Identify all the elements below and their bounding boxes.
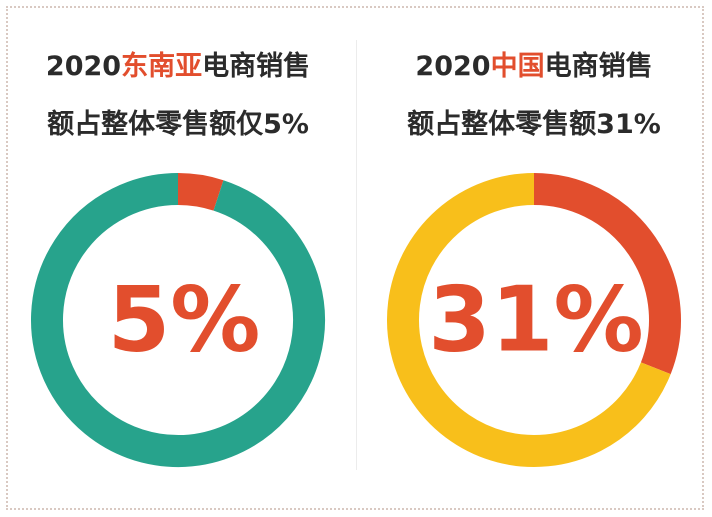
chart-title-line2: 额占整体零售额仅5% — [47, 109, 309, 140]
dotted-frame — [6, 6, 704, 510]
donut-slices — [31, 173, 325, 467]
chart-panel-china: 2020中国电商销售 额占整体零售额31% 31% — [356, 0, 712, 517]
donut-slice-rest — [31, 173, 325, 467]
chart-panel-southeast-asia: 2020东南亚电商销售 额占整体零售额仅5% 5% — [0, 44, 356, 467]
title-prefix: 2020 — [415, 51, 491, 82]
donut-slice-rest — [387, 173, 671, 467]
donut-slices — [387, 173, 681, 467]
title-suffix: 电商销售 — [544, 51, 653, 82]
donut-chart-china: 31% — [387, 173, 681, 467]
title-prefix: 2020 — [45, 51, 122, 82]
chart-title-line2: 额占整体零售额31% — [407, 109, 661, 140]
title-region: 东南亚 — [121, 51, 203, 82]
donut-slice-share — [533, 173, 681, 375]
panel-divider — [356, 40, 357, 470]
center-percentage-label: 31% — [428, 268, 643, 373]
donut-slice-share — [177, 173, 224, 211]
title-suffix: 电商销售 — [202, 51, 311, 82]
chart-title-line1: 2020中国电商销售 — [356, 44, 712, 83]
center-percentage-label: 5% — [108, 268, 261, 373]
title-region: 中国 — [490, 51, 545, 82]
donut-chart-southeast-asia: 5% — [31, 173, 325, 467]
chart-title-line1: 2020东南亚电商销售 — [0, 44, 356, 83]
